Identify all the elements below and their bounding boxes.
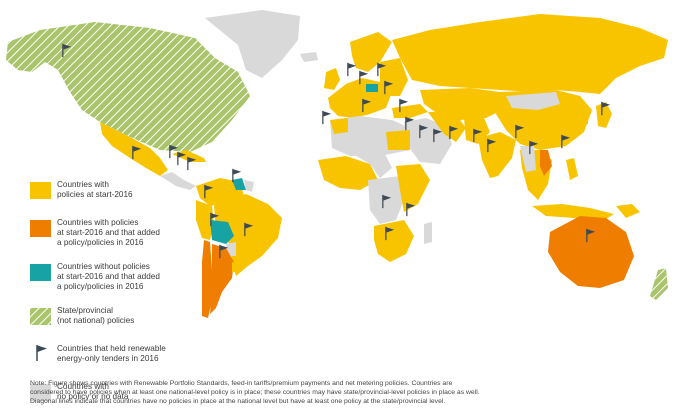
legend-label: Countries with policies at start-2016 an… [57,218,160,247]
legend-item-no-policy: Countries with no policy or no data [30,382,220,416]
australia [548,216,634,288]
new-policy-swatch [30,264,51,281]
iran-gulf [428,112,466,142]
japan [596,102,612,128]
central-america [160,172,196,190]
west-africa [318,156,378,190]
southern-africa [374,220,414,262]
mongolia [506,92,560,110]
korea [580,110,588,124]
argentina [210,244,234,314]
turkey [392,104,428,118]
peru-ecuador [196,200,214,240]
world-map [6,10,668,318]
no-policy-swatch [30,384,51,401]
brazil [214,194,282,276]
alaska [6,30,45,72]
morocco [330,118,348,134]
legend-item-subnational: State/provincial (not national) policies [30,306,220,340]
madagascar [424,222,432,244]
central-africa [368,176,404,224]
scandinavia [350,32,392,72]
policy-added-swatch [30,220,51,237]
sahel [346,150,392,178]
suriname-guiana [244,180,254,192]
legend-label: Countries with policies at start-2016 [57,180,133,199]
guyana [232,178,246,190]
policy-swatch [30,182,51,199]
subnational-swatch [30,308,51,325]
philippines [566,158,578,180]
uruguay [232,262,240,272]
poland-czech [366,84,378,92]
myanmar-laos [520,146,536,172]
footnote: Note: Figure shows countries with Renewa… [30,380,480,405]
legend-item-policy: Countries with policies at start-2016 [30,180,220,214]
uk-ireland [324,68,340,90]
legend-item-policy-added: Countries with policies at start-2016 an… [30,218,220,258]
russia [392,14,668,94]
legend-label: State/provincial (not national) policies [57,306,135,325]
legend-label: Countries that held renewable energy-onl… [57,344,166,363]
greenland [205,10,300,78]
tender-flag-icon [36,344,48,362]
egypt [386,130,410,150]
bolivia [210,220,234,244]
legend-label: Countries with no policy or no data [57,382,129,401]
new-zealand [650,268,668,300]
tender-flag-icon [322,110,332,125]
canada-usa [30,22,250,152]
vietnam [540,150,552,176]
indonesia [532,204,614,220]
india [478,132,516,178]
legend-item-new-policy: Countries without policies at start-2016… [30,262,220,302]
eastern-europe [380,58,408,96]
chile [202,240,212,318]
legend-label: Countries without policies at start-2016… [57,262,160,291]
papua [616,204,640,218]
middle-east [404,118,452,164]
legend-item-tenders: Countries that held renewable energy-onl… [30,344,220,378]
legend: Countries with policies at start-2016 Co… [30,180,220,420]
tender-flag-icon [347,62,357,77]
iceland [300,52,318,62]
east-africa [396,164,430,212]
